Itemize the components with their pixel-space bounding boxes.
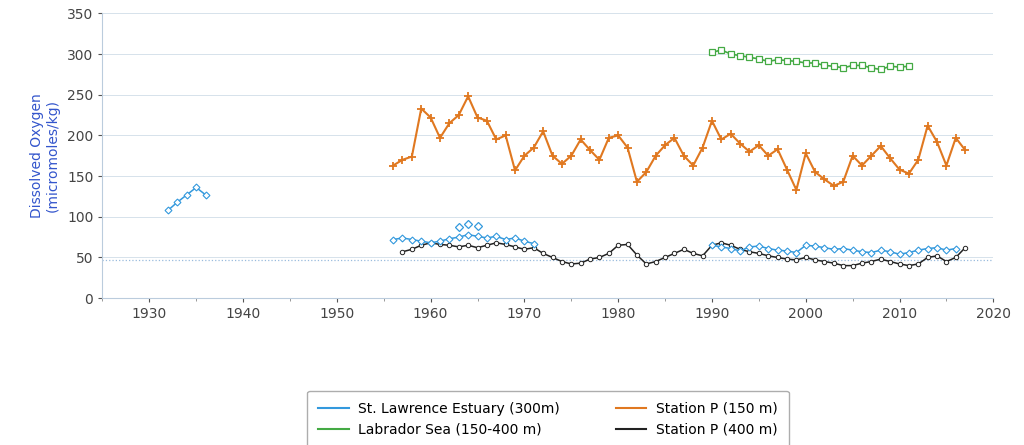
Y-axis label: Dissolved Oxygen
(micromoles/kg): Dissolved Oxygen (micromoles/kg) [30,93,60,218]
Legend: St. Lawrence Estuary (300m), Labrador Sea (150-400 m), Station P (150 m), Statio: St. Lawrence Estuary (300m), Labrador Se… [307,391,788,445]
